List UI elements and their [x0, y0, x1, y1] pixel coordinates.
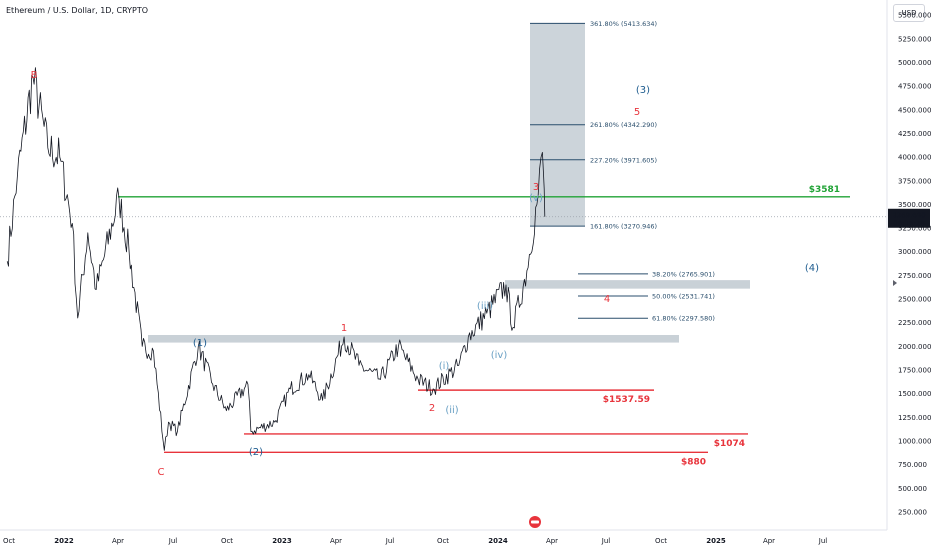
y-tick-label: 2000.000: [898, 343, 931, 351]
x-tick-label: Oct: [655, 537, 667, 545]
y-tick-label: 3750.000: [898, 177, 931, 185]
support-1537-label: $1537.59: [603, 395, 650, 405]
y-tick-label: 1250.000: [898, 414, 931, 422]
wave-label-red: 2: [429, 403, 435, 414]
x-tick-label: Apr: [112, 537, 124, 545]
resistance-zone: [148, 335, 679, 343]
fib-ret-label: 38.20% (2765.901): [652, 270, 715, 278]
x-tick-label: Apr: [546, 537, 558, 545]
fib-ext-label: 261.80% (4342.290): [590, 121, 657, 129]
support-880-label: $880: [681, 457, 706, 467]
wave-labels-layer: B C 1 2 3 4 5 (1) (2) (3) (4) (i) (ii) (iii) (iv) (v): [31, 70, 820, 478]
y-tick-label: 3500.000: [898, 201, 931, 209]
x-tick-label: Oct: [437, 537, 449, 545]
y-tick-label: 4000.000: [898, 154, 931, 162]
y-tick-label: 3000.000: [898, 248, 931, 256]
y-tick-label: 4500.000: [898, 106, 931, 114]
wave-label-blue: (3): [636, 85, 650, 96]
fib-ret-label: 50.00% (2531.741): [652, 293, 715, 301]
y-tick-label: 3250.000: [898, 225, 931, 233]
chart-title: Ethereum / U.S. Dollar, 1D, CRYPTO: [6, 6, 149, 15]
y-tick-label: 1750.000: [898, 367, 931, 375]
retest-zone: [505, 280, 750, 289]
y-tick-label: 5500.000: [898, 12, 931, 20]
y-tick-label: 5000.000: [898, 59, 931, 67]
y-tick-label: 1000.000: [898, 437, 931, 445]
price-layer: [6, 67, 546, 451]
x-tick-label: Apr: [763, 537, 775, 545]
x-tick-label: Jul: [168, 537, 178, 545]
wave-label-subwave: (iii): [477, 301, 493, 312]
fib-ext-label: 361.80% (5413.634): [590, 20, 657, 28]
wave-label-subwave: (i): [439, 361, 450, 372]
x-tick-label: 2025: [706, 537, 726, 545]
currency-button[interactable]: USD: [893, 4, 925, 22]
wave-label-red: B: [31, 70, 38, 81]
y-tick-label: 5250.000: [898, 35, 931, 43]
x-tick-label: Jul: [818, 537, 828, 545]
wave-label-subwave: (ii): [445, 405, 458, 416]
x-tick-label: 2022: [54, 537, 74, 545]
x-tick-label: Jul: [601, 537, 611, 545]
fib-ret-label: 61.80% (2297.580): [652, 315, 715, 323]
price-series-line: [6, 67, 546, 451]
levels-layer: $3581 $1537.59 $1074 $880: [0, 185, 887, 467]
fibonacci-layer: 361.80% (5413.634) 261.80% (4342.290) 227.…: [530, 20, 715, 323]
x-tick-label: Oct: [221, 537, 233, 545]
wave-label-red: C: [158, 467, 165, 478]
last-price-label: 3369.690: [892, 211, 925, 219]
last-price-tag: [888, 208, 930, 228]
scroll-arrow-icon: [893, 280, 897, 286]
y-tick-label: 500.000: [898, 485, 927, 493]
countdown-label: 06:15:38: [893, 219, 924, 227]
y-tick-label: 1500.000: [898, 390, 931, 398]
wave-label-blue: (1): [193, 338, 207, 349]
y-tick-label: 250.000: [898, 508, 927, 516]
x-tick-label: Jul: [385, 537, 395, 545]
x-tick-label: Apr: [330, 537, 342, 545]
wave-label-red: 4: [604, 294, 610, 305]
resistance-3581-label: $3581: [809, 185, 840, 195]
y-tick-label: 4250.000: [898, 130, 931, 138]
y-tick-label: 750.000: [898, 461, 927, 469]
event-flag-mark: [531, 520, 539, 524]
y-tick-label: 2750.000: [898, 272, 931, 280]
y-tick-label: 4750.000: [898, 83, 931, 91]
support-1074-label: $1074: [714, 439, 745, 449]
x-tick-label: 2024: [488, 537, 508, 545]
wave-label-blue: (4): [805, 263, 819, 274]
wave-label-red: 3: [533, 182, 539, 193]
wave-label-subwave: (v): [529, 193, 543, 204]
fib-ext-label: 227.20% (3971.605): [590, 156, 657, 164]
event-flag-icon: [529, 516, 541, 528]
wave-label-subwave: (iv): [491, 350, 508, 361]
x-tick-label: Oct: [3, 537, 15, 545]
wave-label-red: 1: [341, 323, 347, 334]
wave-label-blue: (2): [249, 447, 263, 458]
fib-ext-label: 161.80% (3270.946): [590, 223, 657, 231]
x-tick-label: 2023: [272, 537, 292, 545]
wave-label-red: 5: [634, 107, 640, 118]
y-tick-label: 2500.000: [898, 296, 931, 304]
y-tick-label: 2250.000: [898, 319, 931, 327]
